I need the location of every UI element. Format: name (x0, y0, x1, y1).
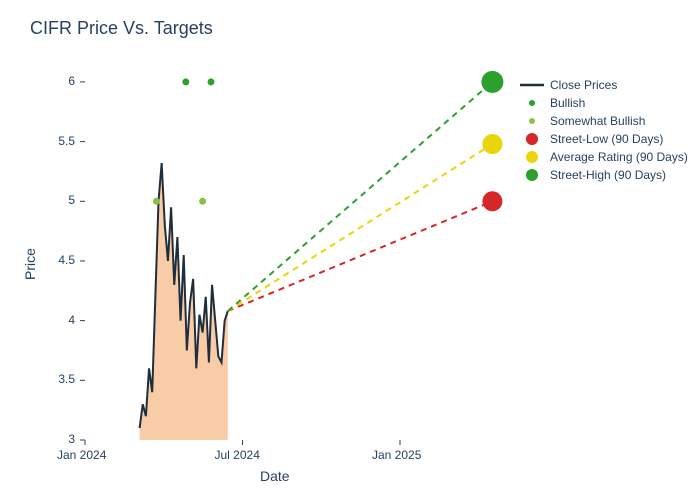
legend-item: Somewhat Bullish (520, 114, 688, 128)
legend-label: Average Rating (90 Days) (550, 150, 688, 164)
x-tick-label: Jan 2025 (372, 448, 421, 462)
x-axis-label: Date (260, 468, 290, 484)
legend-item: Street-Low (90 Days) (520, 132, 688, 146)
legend-swatch (520, 114, 544, 128)
y-tick-label: 6 (68, 74, 75, 88)
legend-label: Street-Low (90 Days) (550, 132, 663, 146)
y-tick-label: 3 (68, 432, 75, 446)
chart-container: CIFR Price Vs. Targets Price Date Close … (0, 0, 700, 500)
legend-item: Street-High (90 Days) (520, 168, 688, 182)
legend-swatch (520, 150, 544, 164)
legend-item: Average Rating (90 Days) (520, 150, 688, 164)
legend: Close Prices Bullish Somewhat Bullish Stree… (520, 78, 688, 186)
legend-swatch (520, 132, 544, 146)
y-tick-label: 3.5 (58, 372, 75, 386)
plot-area (0, 0, 700, 500)
y-tick-label: 4 (68, 313, 75, 327)
legend-label: Street-High (90 Days) (550, 168, 666, 182)
y-tick-label: 4.5 (58, 253, 75, 267)
legend-label: Somewhat Bullish (550, 114, 645, 128)
legend-swatch (520, 78, 544, 92)
legend-item: Bullish (520, 96, 688, 110)
y-tick-label: 5 (68, 193, 75, 207)
legend-item: Close Prices (520, 78, 688, 92)
x-tick-label: Jan 2024 (57, 448, 106, 462)
legend-swatch (520, 96, 544, 110)
legend-swatch (520, 168, 544, 182)
legend-label: Close Prices (550, 78, 617, 92)
y-tick-label: 5.5 (58, 134, 75, 148)
legend-label: Bullish (550, 96, 585, 110)
y-axis-label: Price (22, 248, 38, 280)
x-tick-label: Jul 2024 (215, 448, 260, 462)
